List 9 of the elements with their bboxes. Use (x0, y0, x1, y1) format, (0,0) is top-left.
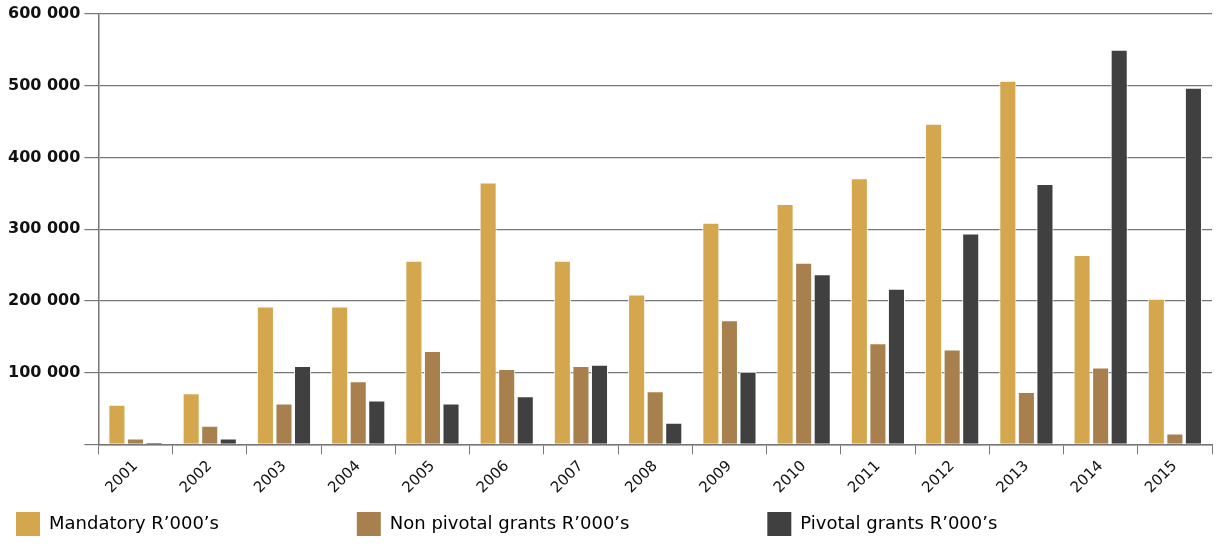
y-tick-label: 500 000 (7, 74, 81, 94)
y-tick-label: 600 000 (7, 3, 81, 23)
y-tick-label: 100 000 (7, 361, 81, 381)
y-tick-label: 300 000 (7, 218, 81, 238)
legend-label: Mandatory R’000’s (49, 511, 345, 533)
legend-label: Non pivotal grants R’000’s (389, 511, 756, 533)
y-tick-label: 400 000 (7, 146, 81, 166)
legend-label: Pivotal grants R’000’s (800, 511, 1124, 533)
y-tick-label: 200 000 (7, 290, 81, 310)
